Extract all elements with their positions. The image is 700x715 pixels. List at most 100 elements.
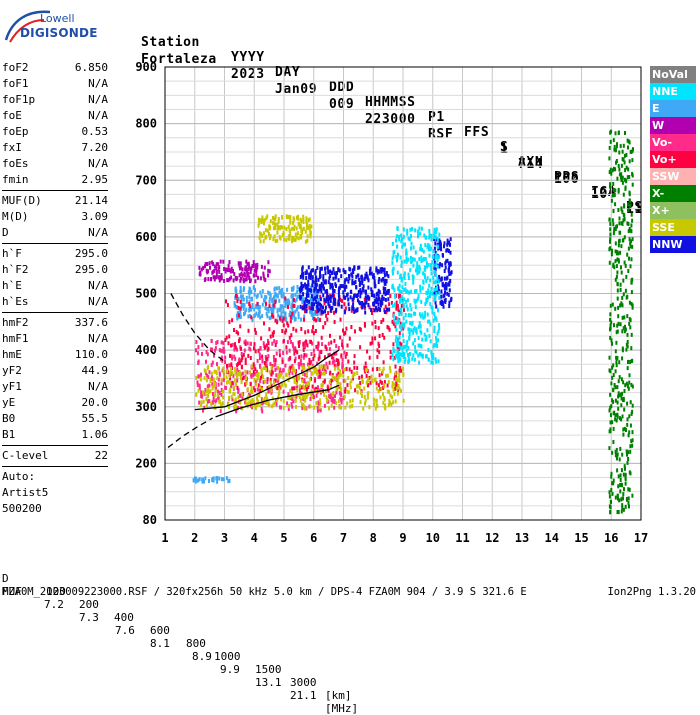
- echo-point: [208, 399, 211, 404]
- echo-point: [255, 403, 258, 408]
- footer-muf-label: MUF: [2, 585, 22, 598]
- echo-point: [398, 288, 401, 293]
- echo-point: [301, 230, 304, 235]
- echo-point: [306, 301, 309, 306]
- echo-point: [374, 298, 377, 303]
- echo-point: [614, 385, 617, 390]
- echo-point: [630, 359, 633, 364]
- echo-point: [254, 367, 257, 372]
- echo-point: [448, 288, 451, 293]
- echo-point: [614, 306, 617, 311]
- echo-point: [285, 300, 288, 305]
- echo-point: [413, 257, 416, 262]
- echo-point: [429, 263, 432, 268]
- echo-point: [616, 296, 619, 301]
- echo-point: [256, 403, 259, 407]
- echo-point: [361, 276, 364, 281]
- echo-point: [319, 270, 321, 275]
- echo-point: [210, 347, 212, 352]
- echo-point: [294, 348, 297, 353]
- echo-point: [272, 220, 275, 225]
- echo-point: [414, 228, 417, 233]
- echo-point: [286, 401, 289, 406]
- echo-point: [289, 356, 292, 361]
- echo-point: [243, 340, 246, 345]
- echo-point: [244, 267, 247, 272]
- echo-point: [300, 317, 303, 322]
- echo-point: [433, 269, 436, 274]
- echo-point: [315, 367, 318, 372]
- header-label-ddd: DDD: [329, 80, 355, 95]
- echo-point: [319, 371, 322, 376]
- echo-point: [320, 309, 323, 314]
- echo-point: [617, 321, 620, 326]
- echo-point: [312, 294, 315, 299]
- echo-point: [433, 298, 436, 302]
- echo-point: [419, 288, 422, 293]
- echo-point: [624, 185, 627, 190]
- echo-point: [279, 372, 282, 377]
- echo-point: [214, 346, 217, 351]
- echo-point: [282, 399, 285, 404]
- echo-point: [373, 279, 376, 284]
- echo-point: [313, 302, 315, 307]
- echo-point: [631, 244, 634, 249]
- profile-trace-lower: [215, 384, 340, 418]
- echo-point: [267, 346, 270, 351]
- y-tick-label: 400: [135, 343, 157, 357]
- echo-point: [365, 298, 368, 303]
- echo-point: [239, 261, 242, 266]
- echo-point: [211, 400, 214, 405]
- echo-point: [270, 365, 273, 370]
- echo-point: [614, 227, 617, 231]
- echo-point: [328, 379, 331, 384]
- echo-point: [393, 288, 396, 293]
- echo-point: [609, 232, 612, 237]
- echo-point: [240, 358, 243, 363]
- echo-point: [381, 294, 384, 299]
- echo-point: [271, 309, 274, 314]
- echo-point: [354, 388, 357, 393]
- echo-point: [625, 153, 628, 157]
- footer-d-value: 1000: [214, 650, 241, 663]
- echo-point: [337, 278, 340, 283]
- echo-point: [333, 399, 336, 403]
- echo-point: [272, 216, 274, 220]
- echo-point: [299, 304, 302, 309]
- echo-point: [363, 394, 366, 399]
- echo-point: [330, 340, 333, 345]
- echo-point: [618, 216, 621, 221]
- echo-point: [231, 356, 234, 361]
- echo-point: [614, 167, 617, 172]
- echo-point: [262, 398, 265, 403]
- echo-point: [448, 266, 451, 271]
- echo-point: [627, 450, 630, 455]
- echo-point: [228, 260, 231, 264]
- echo-point: [238, 337, 241, 342]
- echo-point: [376, 367, 379, 371]
- header-value-yyyy: 2023: [231, 67, 265, 82]
- echo-point: [421, 247, 423, 252]
- echo-point: [203, 376, 206, 381]
- echo-point: [341, 343, 344, 347]
- echo-point: [330, 378, 333, 383]
- echo-point: [250, 399, 252, 404]
- echo-point: [440, 247, 443, 252]
- echo-point: [293, 359, 296, 364]
- echo-point: [251, 297, 253, 302]
- echo-point: [624, 168, 627, 173]
- echo-point: [235, 371, 238, 376]
- echo-point: [317, 402, 320, 407]
- echo-point: [398, 386, 401, 391]
- echo-point: [327, 311, 330, 315]
- echo-point: [284, 296, 287, 301]
- echo-point: [435, 304, 438, 309]
- echo-point: [256, 262, 259, 267]
- echo-point: [617, 208, 620, 212]
- echo-point: [395, 306, 398, 311]
- echo-point: [305, 297, 308, 302]
- echo-point: [423, 272, 426, 277]
- echo-point: [254, 382, 257, 387]
- echo-point: [404, 313, 407, 317]
- echo-point: [392, 266, 395, 271]
